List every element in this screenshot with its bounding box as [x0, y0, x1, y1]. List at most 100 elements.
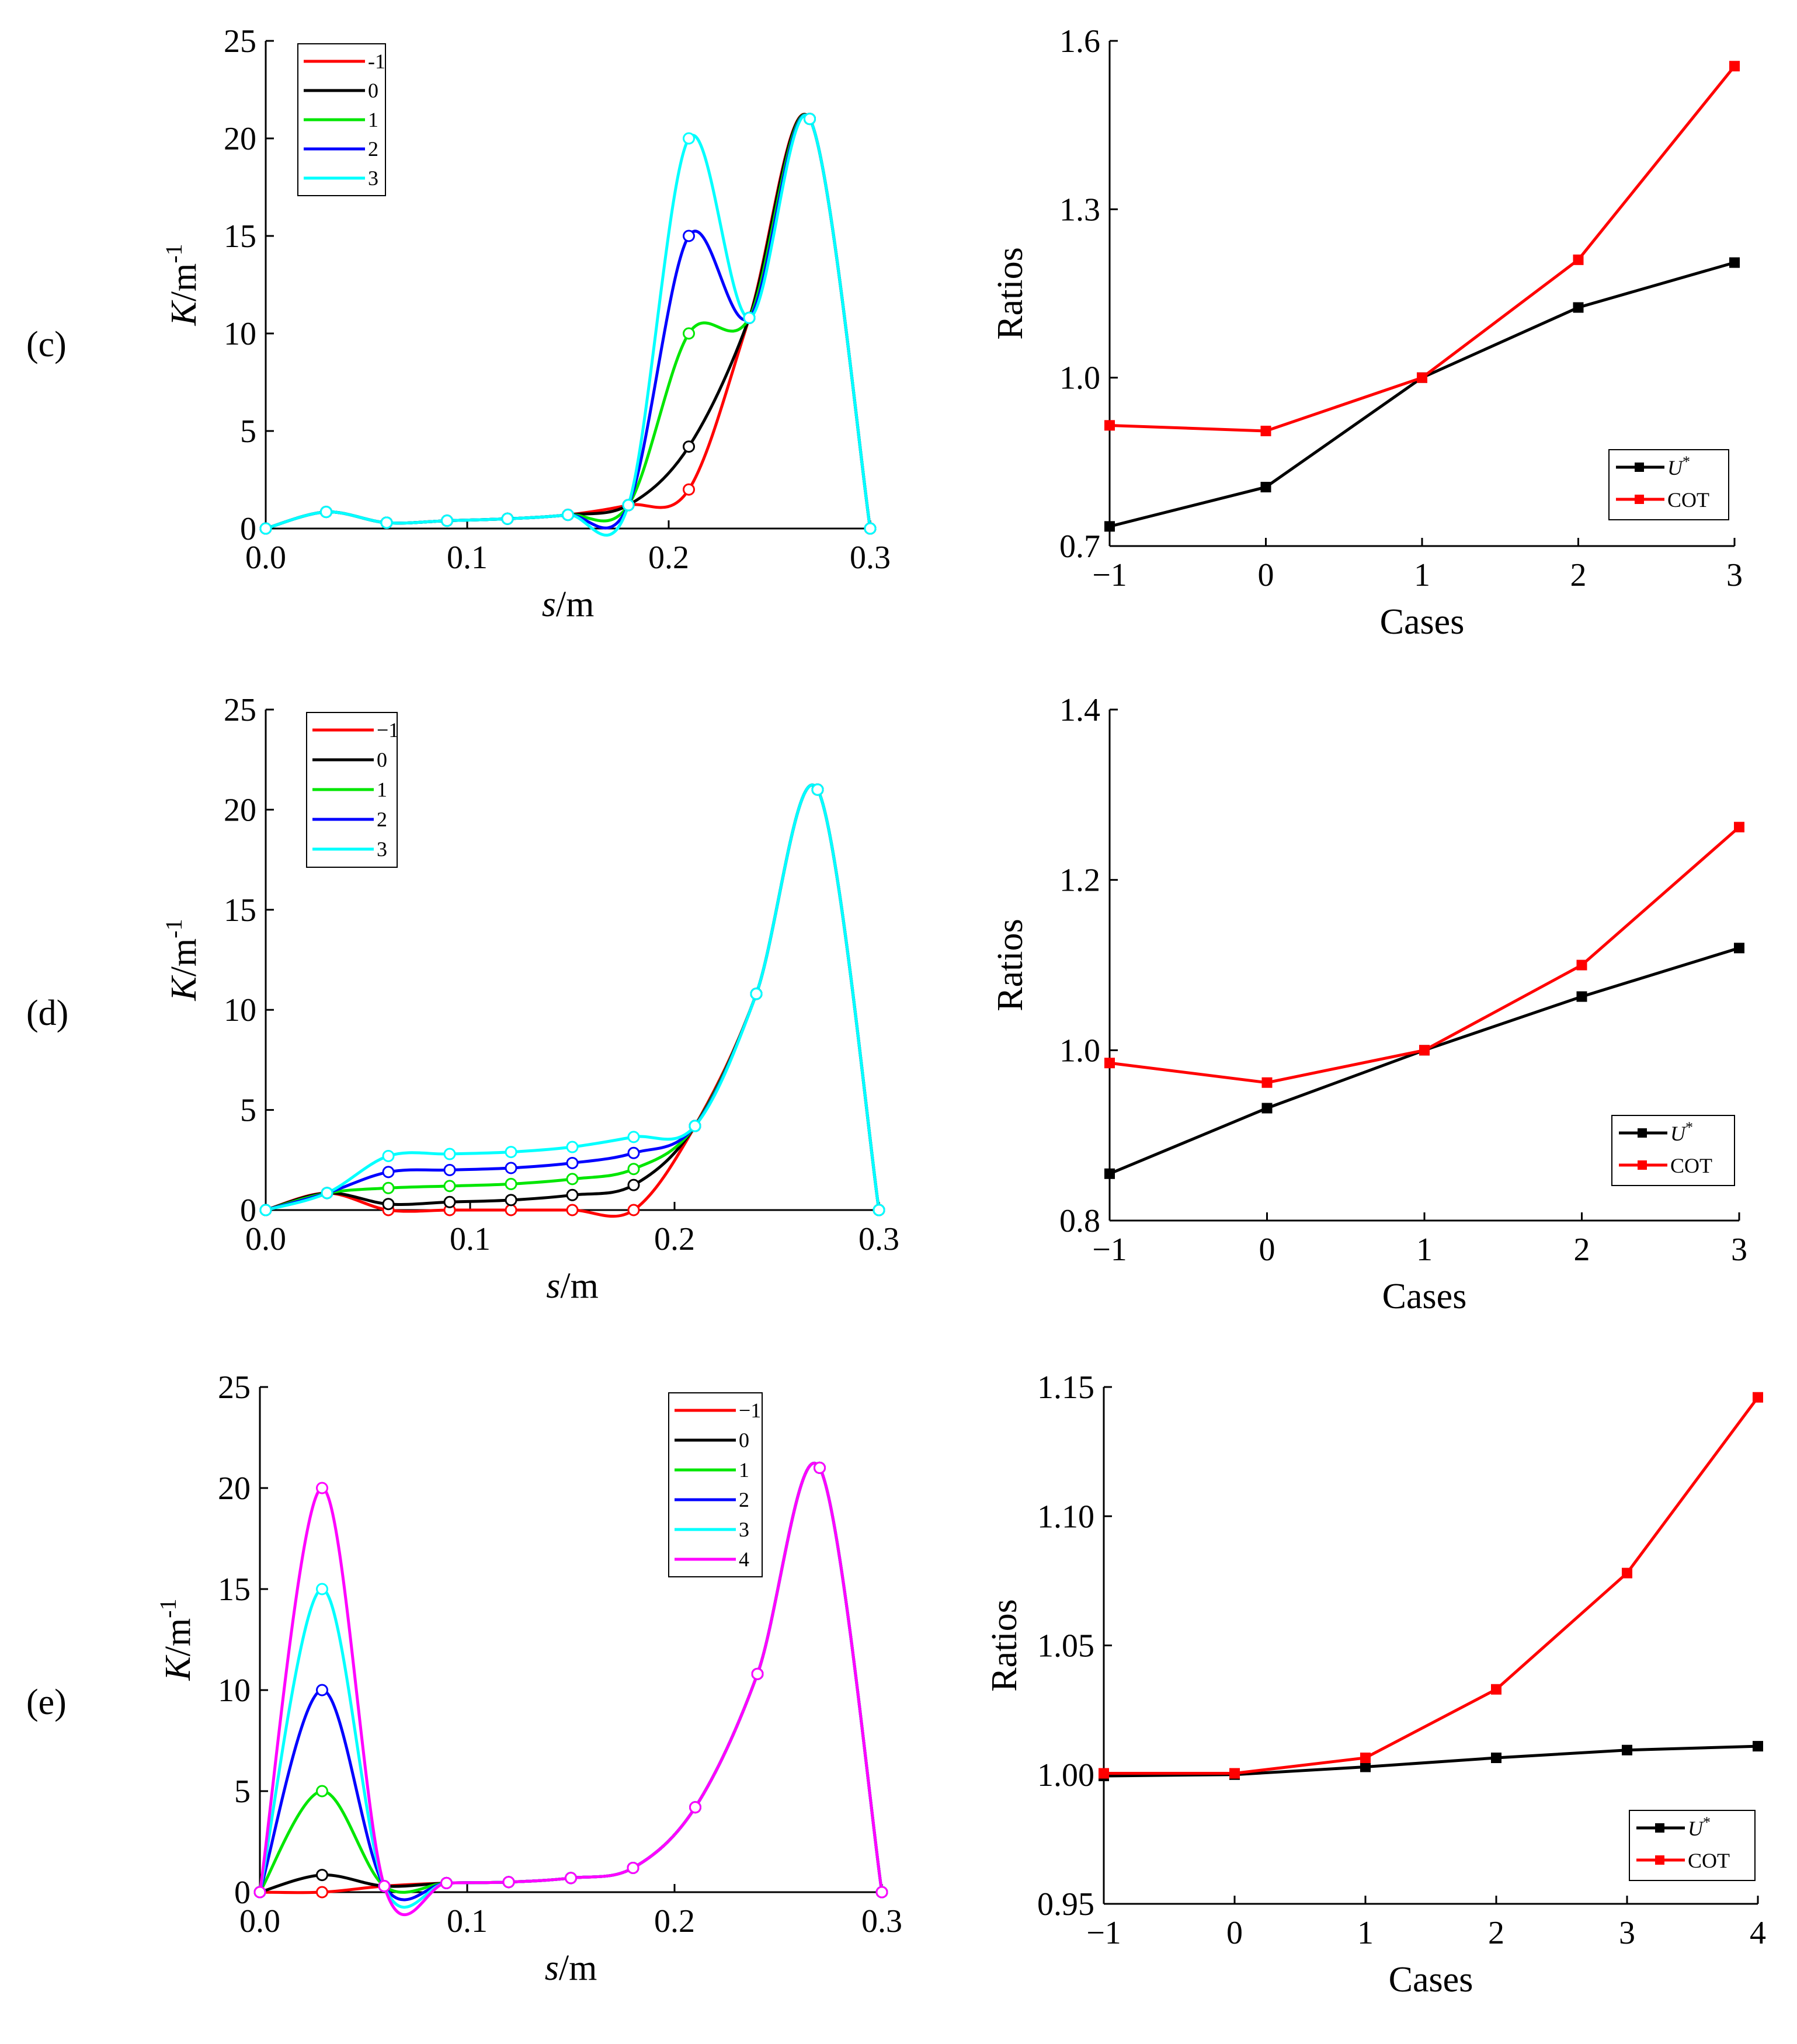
y-tick-label: 15 [218, 1572, 251, 1608]
data-point [505, 1146, 517, 1159]
x-axis-label: Cases [1389, 1960, 1473, 2000]
data-point [683, 230, 695, 242]
y-tick-label: 0.7 [1059, 529, 1100, 565]
legend-label: COT [1670, 1154, 1712, 1177]
legend-label: 0 [739, 1428, 749, 1452]
data-point [683, 327, 695, 340]
x-tick-label: 1 [1357, 1915, 1374, 1951]
data-point [1104, 1058, 1115, 1069]
y-tick-label: 0.95 [1037, 1886, 1094, 1923]
legend-label: COT [1688, 1849, 1730, 1872]
x-axis-label: s/m [542, 585, 595, 624]
data-point [441, 515, 453, 527]
data-point [1417, 372, 1427, 383]
data-point [316, 1684, 328, 1697]
data-point [502, 1876, 515, 1889]
data-point [565, 1872, 577, 1885]
y-tick-label: 10 [224, 316, 256, 352]
chart-e-left: 0.0 0.1 0.2 0.3 0 5 10 15 20 25 s/m K/m-1 −1 0 1 2 3 4 [155, 1369, 902, 1988]
data-point [1734, 822, 1744, 833]
data-point [566, 1188, 579, 1201]
x-tick-label: 4 [1750, 1915, 1766, 1951]
x-tick-label: 3 [1731, 1232, 1747, 1268]
series-line [1109, 826, 1740, 1084]
y-tick-label: 1.4 [1059, 692, 1100, 728]
y-tick-label: 5 [240, 413, 256, 450]
x-tick-label: 2 [1574, 1232, 1590, 1268]
x-tick-label: 2 [1488, 1915, 1504, 1951]
y-tick-label: 1.6 [1059, 23, 1100, 60]
chart-c-right: −1 0 1 2 3 0.7 1.0 1.3 1.6 Cases Ratios U* COT [990, 23, 1743, 642]
data-point [689, 1120, 701, 1132]
data-point [1104, 521, 1115, 532]
y-axis-label: Ratios [990, 247, 1030, 339]
data-point [443, 1163, 456, 1176]
y-tick-label: 20 [218, 1471, 251, 1507]
data-point [382, 1198, 395, 1211]
x-tick-label: 3 [1619, 1915, 1635, 1951]
data-point [743, 311, 756, 324]
series-line [258, 1461, 884, 1916]
panel-label-e: (e) [26, 1683, 67, 1722]
legend-label: U* [1688, 1814, 1711, 1840]
y-tick-label: 25 [218, 1369, 251, 1406]
y-tick-label: 15 [224, 218, 256, 255]
y-axis-label: Ratios [985, 1599, 1024, 1691]
x-tick-label: 0.2 [648, 540, 689, 576]
legend-label: −1 [739, 1399, 761, 1422]
y-tick-label: 5 [240, 1093, 256, 1129]
data-point [683, 483, 695, 496]
x-tick-label: 0.2 [654, 1903, 695, 1939]
data-point [1491, 1684, 1501, 1695]
panel-label-c: (c) [26, 325, 67, 364]
legend-marker [1655, 1823, 1664, 1833]
data-point [382, 1166, 395, 1179]
panel-label-d: (d) [26, 993, 68, 1033]
data-point [380, 516, 393, 529]
y-tick-label: 1.05 [1037, 1628, 1094, 1664]
data-point [1360, 1761, 1371, 1772]
x-tick-label: 2 [1570, 557, 1587, 593]
chart-e-right: −1 0 1 2 3 4 0.95 1.00 1.05 1.10 1.15 Cases Ratios U*… [985, 1369, 1766, 2000]
data-point [627, 1861, 639, 1874]
y-axis-label: K/m-1 [161, 244, 204, 326]
data-point [1261, 1077, 1273, 1088]
chart-d-left: 0.0 0.1 0.2 0.3 0 5 10 15 20 25 s/m K/m-1 −1 0 1 2 3 [161, 692, 899, 1306]
data-point [566, 1173, 579, 1186]
data-point [566, 1204, 579, 1216]
data-point [443, 1148, 456, 1160]
y-tick-label: 10 [218, 1673, 251, 1709]
data-point [1099, 1768, 1109, 1779]
data-point [804, 113, 816, 126]
data-point [814, 1461, 826, 1474]
data-point [627, 1131, 640, 1143]
y-tick-label: 5 [234, 1774, 251, 1810]
legend-label: 0 [377, 748, 387, 771]
legend-label: U* [1667, 453, 1690, 479]
data-point [875, 1886, 888, 1899]
data-point [627, 1204, 640, 1216]
y-tick-label: 0 [240, 511, 256, 547]
data-point [622, 499, 635, 512]
legend-label: 3 [368, 166, 378, 190]
y-tick-label: 0.8 [1059, 1203, 1100, 1239]
data-point [627, 1163, 640, 1176]
data-point [316, 1869, 328, 1882]
data-point [873, 1204, 885, 1216]
legend-label: 3 [739, 1518, 749, 1541]
data-point [259, 1204, 272, 1216]
x-tick-label: 0.3 [850, 540, 891, 576]
x-axis-label: Cases [1382, 1277, 1467, 1316]
data-point [1622, 1567, 1632, 1579]
x-tick-label: 0.1 [450, 1221, 491, 1257]
x-tick-label: −1 [1092, 557, 1127, 593]
data-point [1419, 1045, 1430, 1056]
data-point [1734, 943, 1744, 954]
legend-box [668, 1392, 763, 1577]
y-tick-label: 0 [240, 1193, 256, 1229]
legend-marker [1635, 495, 1644, 504]
series-line [1104, 1396, 1760, 1775]
data-point [316, 1886, 328, 1899]
data-point [750, 988, 763, 1000]
series-line [259, 1461, 884, 1894]
